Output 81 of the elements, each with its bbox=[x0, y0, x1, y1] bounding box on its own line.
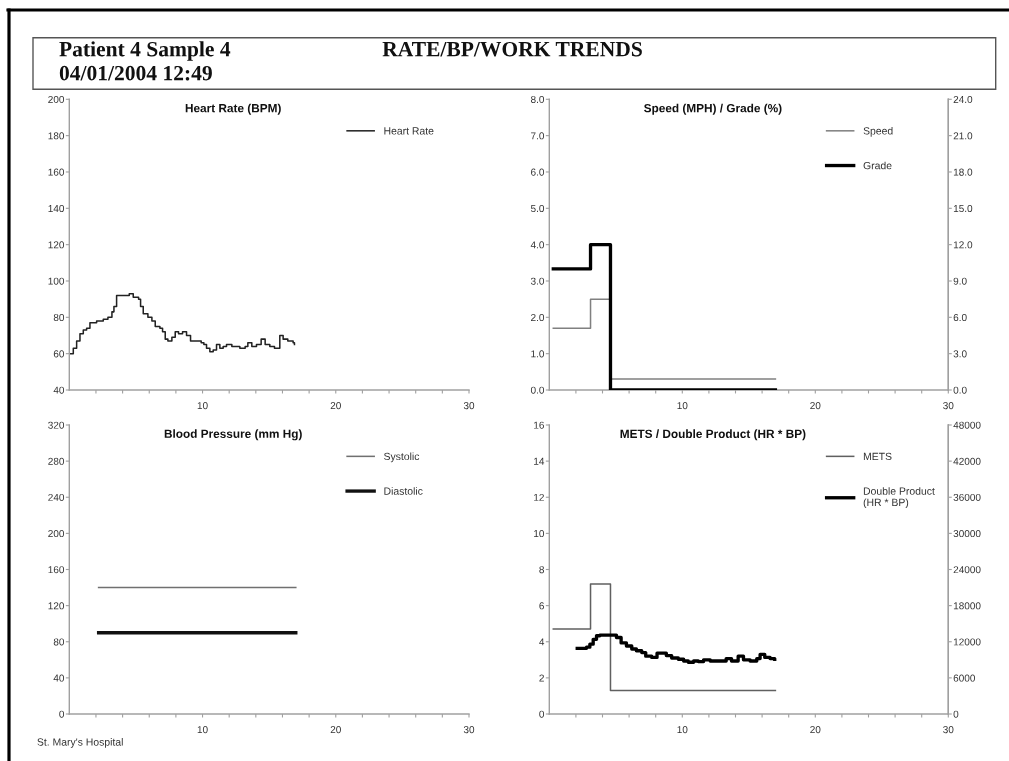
x-tick-label: 30 bbox=[463, 402, 475, 410]
y-tick-label: 200 bbox=[48, 530, 65, 538]
y-tick-label: 80 bbox=[53, 638, 65, 646]
text: RATE/BP/WORK TRENDS bbox=[382, 41, 642, 57]
y-tick-label: 80 bbox=[53, 313, 65, 322]
y-tick-label: 4.0 bbox=[530, 241, 545, 249]
chart-title: METS / Double Product (HR * BP) bbox=[620, 429, 806, 441]
legend-label: Diastolic bbox=[384, 487, 423, 495]
y-tick-label: 14 bbox=[534, 457, 545, 465]
legend-label: Systolic bbox=[384, 452, 420, 463]
y-tick-label: 60 bbox=[53, 350, 65, 358]
y2-tick-label: 6.0 bbox=[953, 313, 967, 322]
chart-title: Heart Rate (BPM) bbox=[185, 103, 281, 115]
y-tick-label: 6.0 bbox=[531, 168, 545, 176]
y2-tick-label: 30000 bbox=[953, 530, 981, 538]
y-tick-label: 8.0 bbox=[530, 95, 545, 104]
x-tick-label: 30 bbox=[463, 726, 475, 734]
y2-tick-label: 42000 bbox=[953, 457, 981, 465]
y-tick-label: 0.0 bbox=[530, 386, 545, 394]
y2-tick-label: 18.0 bbox=[953, 168, 973, 176]
y-tick-label: 200 bbox=[48, 95, 65, 104]
text: 04/01/2004 12:49 bbox=[59, 65, 212, 81]
y2-tick-label: 15.0 bbox=[953, 204, 973, 213]
y-tick-label: 120 bbox=[48, 241, 65, 249]
y-tick-label: 240 bbox=[48, 493, 65, 501]
x-tick-label: 10 bbox=[197, 402, 208, 410]
y2-tick-label: 36000 bbox=[953, 493, 981, 501]
y-tick-label: 120 bbox=[48, 602, 65, 610]
chart-title: Speed (MPH) / Grade (%) bbox=[644, 103, 782, 115]
y-tick-label: 0 bbox=[539, 710, 545, 718]
y-tick-label: 40 bbox=[53, 674, 65, 682]
y-tick-label: 16 bbox=[534, 421, 544, 429]
x-tick-label: 30 bbox=[943, 402, 954, 410]
y-tick-label: 2.0 bbox=[531, 313, 545, 322]
y-tick-label: 100 bbox=[48, 277, 65, 285]
y2-tick-label: 0 bbox=[953, 710, 959, 718]
x-tick-label: 10 bbox=[677, 726, 688, 734]
legend-label: Heart Rate bbox=[384, 127, 434, 135]
y-tick-label: 12 bbox=[534, 493, 544, 501]
legend-label: Grade bbox=[863, 161, 892, 170]
y-tick-label: 0 bbox=[59, 710, 65, 718]
y-tick-label: 6 bbox=[539, 602, 544, 610]
y-tick-label: 5.0 bbox=[530, 204, 545, 213]
x-tick-label: 20 bbox=[810, 726, 821, 734]
legend-label: Speed bbox=[863, 126, 893, 137]
x-tick-label: 20 bbox=[330, 402, 341, 410]
legend-label: Double Product (HR * BP) bbox=[863, 487, 935, 509]
legend-label: METS bbox=[863, 452, 892, 461]
chart-title: Blood Pressure (mm Hg) bbox=[164, 429, 302, 441]
y-tick-label: 180 bbox=[48, 132, 65, 140]
y2-tick-label: 24000 bbox=[953, 566, 981, 574]
y2-tick-label: 21.0 bbox=[953, 132, 973, 140]
x-tick-label: 30 bbox=[943, 726, 954, 734]
x-tick-label: 20 bbox=[330, 726, 341, 734]
y2-tick-label: 24.0 bbox=[953, 95, 973, 104]
y-tick-label: 40 bbox=[53, 386, 65, 394]
y-tick-label: 160 bbox=[48, 566, 65, 574]
y-tick-label: 1.0 bbox=[531, 350, 545, 358]
x-tick-label: 20 bbox=[810, 402, 821, 410]
y-tick-label: 8 bbox=[539, 566, 544, 574]
y2-tick-label: 12000 bbox=[953, 638, 981, 646]
y-tick-label: 4 bbox=[539, 638, 545, 646]
text: Patient 4 Sample 4 bbox=[59, 41, 231, 61]
text: St. Mary's Hospital bbox=[37, 738, 123, 748]
y-tick-label: 7.0 bbox=[531, 132, 545, 140]
y2-tick-label: 48000 bbox=[953, 421, 981, 429]
y-tick-label: 140 bbox=[48, 204, 65, 213]
y2-tick-label: 9.0 bbox=[953, 277, 967, 285]
y2-tick-label: 3.0 bbox=[953, 350, 967, 358]
x-tick-label: 10 bbox=[677, 402, 688, 410]
y-tick-label: 10 bbox=[534, 530, 545, 538]
y-tick-label: 2 bbox=[539, 674, 544, 682]
y-tick-label: 280 bbox=[48, 457, 65, 465]
x-tick-label: 10 bbox=[197, 726, 208, 734]
y-tick-label: 320 bbox=[48, 421, 65, 429]
y2-tick-label: 18000 bbox=[953, 602, 981, 610]
y-tick-label: 160 bbox=[48, 168, 65, 176]
y2-tick-label: 0.0 bbox=[953, 386, 967, 394]
y-tick-label: 3.0 bbox=[530, 277, 545, 285]
y2-tick-label: 12.0 bbox=[953, 241, 973, 249]
y2-tick-label: 6000 bbox=[953, 674, 976, 682]
